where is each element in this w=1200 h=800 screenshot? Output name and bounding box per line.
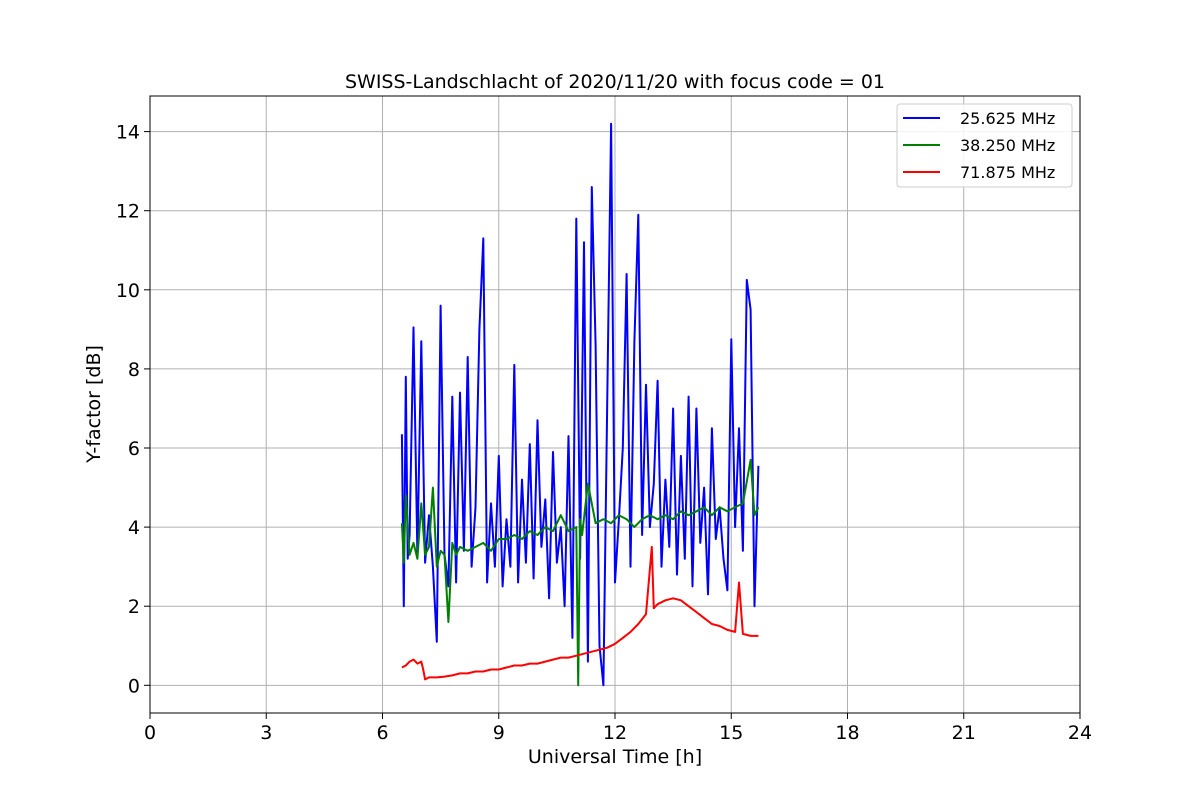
x-tick-label: 18 <box>835 722 859 744</box>
series-lines <box>400 122 760 687</box>
series-line-25-625-mhz <box>400 122 760 687</box>
x-tick-label: 15 <box>719 722 743 744</box>
chart-title: SWISS-Landschlacht of 2020/11/20 with fo… <box>345 71 885 93</box>
x-tick-label: 6 <box>376 722 388 744</box>
legend-label-25625: 25.625 MHz <box>960 109 1055 128</box>
legend-label-71875: 71.875 MHz <box>960 163 1055 182</box>
x-tick-label: 21 <box>952 722 976 744</box>
y-tick-label: 12 <box>116 201 140 223</box>
x-axis-label: Universal Time [h] <box>528 746 702 768</box>
y-tick-label: 14 <box>116 122 140 144</box>
y-axis-label: Y-factor [dB] <box>83 345 105 464</box>
x-tick-label: 0 <box>144 722 156 744</box>
x-tick-label: 9 <box>493 722 505 744</box>
y-tick-label: 8 <box>128 359 140 381</box>
series-line-38-250-mhz <box>400 458 760 687</box>
y-tick-label: 6 <box>128 438 140 460</box>
x-tick-label: 24 <box>1068 722 1092 744</box>
x-tick-label: 3 <box>260 722 272 744</box>
y-tick-label: 2 <box>128 596 140 618</box>
y-tick-label: 0 <box>128 675 140 697</box>
legend-box <box>896 103 1073 188</box>
legend: 25.625 MHz 38.250 MHz 71.875 MHz <box>896 103 1073 188</box>
x-tick-label: 12 <box>603 722 627 744</box>
y-tick-label: 4 <box>128 517 140 539</box>
y-tick-label: 10 <box>116 280 140 302</box>
series-line-71-875-mhz <box>401 545 759 681</box>
legend-label-38250: 38.250 MHz <box>960 136 1055 155</box>
